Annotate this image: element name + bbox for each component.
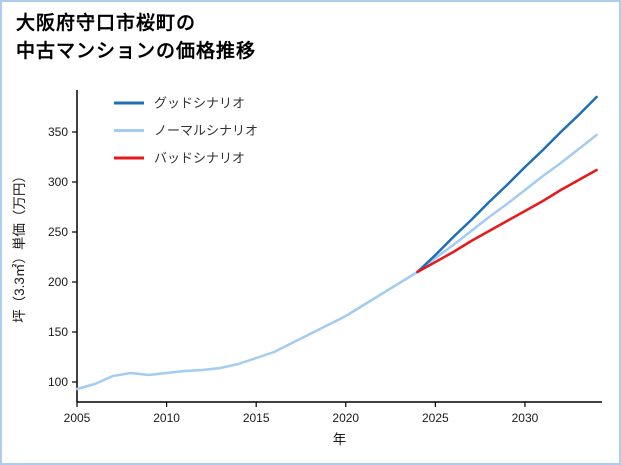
y-tick-label: 200 (48, 275, 68, 289)
series-line-normal (75, 133, 598, 391)
x-tick-label: 2025 (422, 411, 449, 425)
chart-title-line1: 大阪府守口市桜町の (16, 13, 197, 34)
y-tick-label: 300 (48, 175, 68, 189)
x-tick-label: 2015 (243, 411, 270, 425)
series-line-bad (416, 168, 598, 274)
y-axis-label: 坪（3.3㎡）単価（万円） (12, 169, 27, 323)
x-tick-label: 2005 (64, 411, 91, 425)
y-tick-label: 250 (48, 225, 68, 239)
x-tick-label: 2020 (332, 411, 359, 425)
x-axis-label: 年 (333, 432, 347, 447)
y-tick-label: 100 (48, 375, 68, 389)
legend-label-bad: バッドシナリオ (154, 151, 245, 166)
chart-title-line2: 中古マンションの価格推移 (16, 40, 257, 62)
legend-label-normal: ノーマルシナリオ (154, 123, 258, 138)
x-tick-label: 2010 (153, 411, 180, 425)
y-tick-label: 350 (48, 125, 68, 139)
legend-label-good: グッドシナリオ (154, 96, 245, 111)
x-tick-label: 2030 (512, 411, 539, 425)
chart-title: 大阪府守口市桜町の 中古マンションの価格推移 (16, 10, 256, 65)
y-tick-label: 150 (48, 325, 68, 339)
series-line-good (416, 95, 598, 274)
